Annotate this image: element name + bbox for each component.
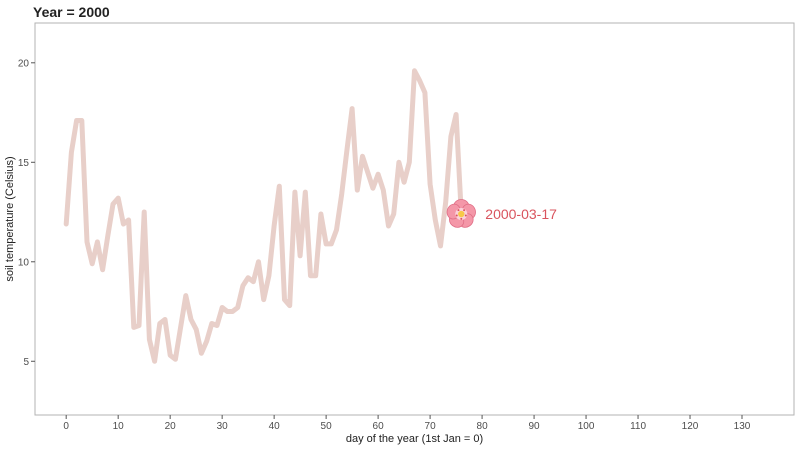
y-tick-label: 5 [23, 357, 29, 368]
blossom-stamen [455, 214, 458, 217]
x-tick-label: 80 [477, 421, 489, 432]
x-tick-label: 50 [321, 421, 333, 432]
y-tick-label: 20 [18, 58, 30, 69]
series-line [63, 68, 464, 364]
x-tick-label: 40 [269, 421, 281, 432]
blossom-stamen [464, 214, 467, 217]
x-tick-label: 70 [425, 421, 437, 432]
x-tick-label: 130 [734, 421, 751, 432]
x-tick-label: 90 [529, 421, 541, 432]
blossom-stamen [457, 209, 460, 212]
x-tick-label: 100 [578, 421, 595, 432]
date-annotation: 2000-03-17 [485, 206, 557, 222]
blossom-stamen [460, 217, 463, 220]
y-axis-label: soil temperature (Celsius) [4, 156, 16, 281]
x-tick-label: 20 [165, 421, 177, 432]
y-tick-label: 10 [18, 257, 30, 268]
x-axis: 0 10 20 30 40 50 60 70 80 90 100 110 120 130 [63, 415, 751, 432]
x-tick-label: 30 [217, 421, 229, 432]
blossom-pistil [458, 210, 465, 218]
y-tick-label: 15 [18, 158, 30, 169]
y-axis: 5 10 15 20 [18, 58, 35, 368]
x-tick-label: 10 [113, 421, 125, 432]
chart-title: Year = 2000 [33, 4, 110, 20]
x-tick-label: 120 [682, 421, 699, 432]
x-axis-label: day of the year (1st Jan = 0) [346, 433, 483, 445]
x-tick-label: 110 [630, 421, 646, 432]
x-tick-label: 60 [373, 421, 385, 432]
x-tick-label: 0 [63, 421, 69, 432]
cherry-blossom-icon [446, 199, 476, 228]
blossom-stamen [463, 209, 466, 212]
